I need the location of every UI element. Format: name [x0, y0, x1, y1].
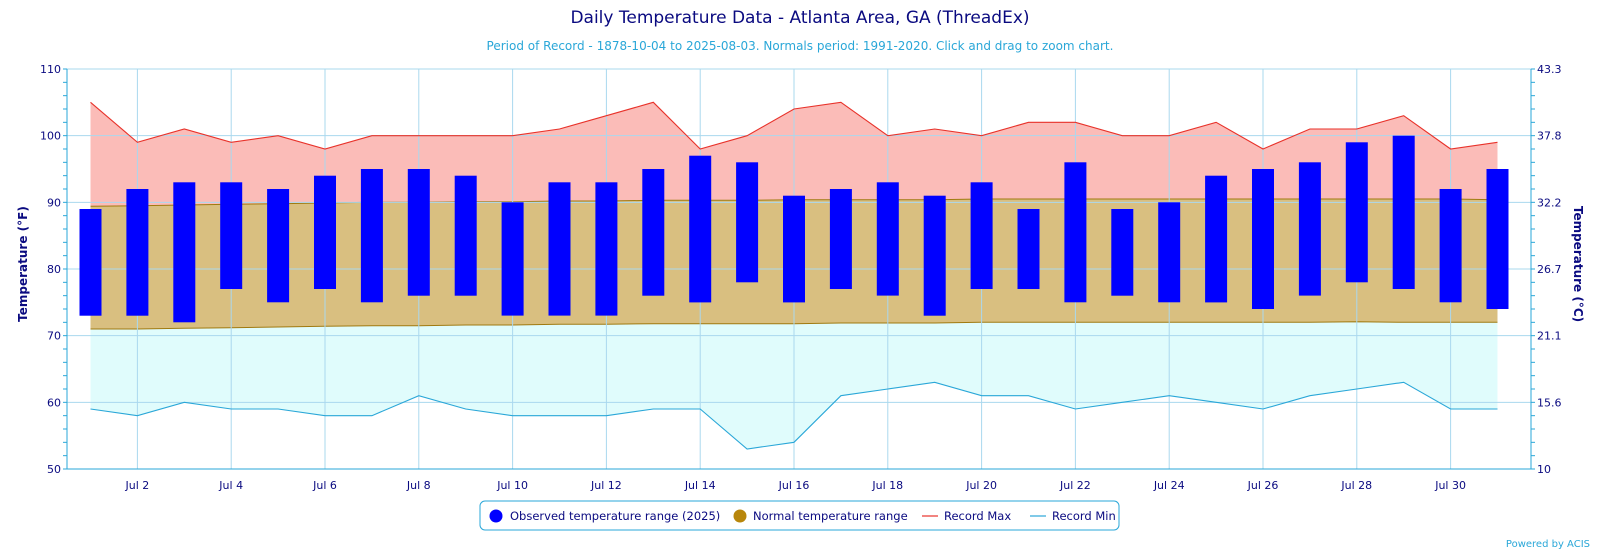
- observed-bar-jul-31[interactable]: [1486, 169, 1509, 309]
- observed-bar-jul-22[interactable]: [1064, 162, 1087, 303]
- observed-bar-jul-24[interactable]: [1158, 202, 1181, 303]
- y-tick-label: 80: [47, 263, 61, 276]
- x-tick-label: Jul 24: [1153, 479, 1185, 492]
- observed-bar-jul-6[interactable]: [314, 175, 336, 289]
- observed-bar-jul-21[interactable]: [1017, 209, 1040, 289]
- legend-label-record-max: Record Max: [944, 509, 1011, 523]
- observed-bar-jul-20[interactable]: [970, 182, 993, 289]
- y2-tick-label: 21.1: [1537, 330, 1562, 343]
- x-tick-label: Jul 10: [496, 479, 528, 492]
- chart-subtitle: Period of Record - 1878-10-04 to 2025-08…: [487, 39, 1114, 53]
- legend-marker-normal: [733, 509, 747, 523]
- x-tick-label: Jul 2: [125, 479, 150, 492]
- x-tick-label: Jul 22: [1059, 479, 1091, 492]
- y2-tick-label: 10: [1537, 463, 1551, 476]
- x-tick-label: Jul 26: [1247, 479, 1279, 492]
- y-tick-label: 90: [47, 196, 61, 209]
- observed-bar-jul-13[interactable]: [642, 169, 665, 296]
- observed-bar-jul-30[interactable]: [1439, 189, 1462, 303]
- x-tick-label: Jul 12: [590, 479, 622, 492]
- observed-bar-jul-25[interactable]: [1205, 175, 1228, 303]
- record-min-line[interactable]: [90, 381, 1498, 450]
- observed-bar-jul-23[interactable]: [1111, 209, 1134, 296]
- y2-tick-label: 43.3: [1537, 63, 1562, 76]
- record-lines: [90, 101, 1498, 450]
- x-tick-label: Jul 28: [1340, 479, 1372, 492]
- y-axis-title-left: Temperature (°F): [16, 206, 30, 322]
- observed-bar-jul-5[interactable]: [267, 189, 290, 303]
- legend-item-record-min[interactable]: Record Min: [1030, 509, 1116, 523]
- observed-bar-jul-14[interactable]: [689, 155, 712, 303]
- x-tick-label: Jul 20: [965, 479, 997, 492]
- y-axis-left-ticks: 50 60 70 80 90 100 110: [40, 63, 61, 476]
- y-tick-label: 60: [47, 396, 61, 409]
- observed-bar-jul-27[interactable]: [1298, 162, 1321, 296]
- observed-bar-jul-11[interactable]: [548, 182, 571, 316]
- legend-item-observed[interactable]: Observed temperature range (2025): [489, 509, 721, 523]
- observed-bar-jul-16[interactable]: [783, 195, 805, 303]
- x-tick-label: Jul 8: [406, 479, 431, 492]
- observed-bar-jul-12[interactable]: [595, 182, 618, 316]
- x-tick-label: Jul 16: [778, 479, 810, 492]
- observed-bar-jul-7[interactable]: [360, 169, 383, 303]
- observed-bar-jul-15[interactable]: [736, 162, 759, 283]
- chart-title: Daily Temperature Data - Atlanta Area, G…: [570, 8, 1029, 28]
- observed-bar-jul-10[interactable]: [501, 202, 524, 316]
- observed-bars[interactable]: [79, 135, 1509, 323]
- observed-bar-jul-9[interactable]: [454, 175, 477, 296]
- horizontal-grid: [67, 68, 1531, 470]
- legend-marker-observed: [489, 509, 503, 523]
- x-tick-label: Jul 18: [871, 479, 903, 492]
- observed-bar-jul-18[interactable]: [876, 182, 899, 296]
- legend-item-record-max[interactable]: Record Max: [922, 509, 1011, 523]
- x-tick-label: Jul 6: [312, 479, 337, 492]
- legend-box: [479, 500, 1120, 531]
- observed-bar-jul-28[interactable]: [1345, 142, 1368, 283]
- y-axis-title-right: Temperature (°C): [1571, 206, 1585, 322]
- legend-label-observed: Observed temperature range (2025): [510, 509, 720, 523]
- x-tick-label: Jul 30: [1434, 479, 1466, 492]
- x-tick-label: Jul 4: [218, 479, 243, 492]
- credit-link[interactable]: Powered by ACIS: [1506, 539, 1590, 550]
- y2-tick-label: 37.8: [1537, 130, 1562, 143]
- legend: Observed temperature range (2025) Normal…: [479, 500, 1120, 531]
- observed-bar-jul-29[interactable]: [1392, 135, 1415, 289]
- x-axis-ticks: Jul 2 Jul 4 Jul 6 Jul 8 Jul 10 Jul 12 Jul 14 Ju…: [125, 479, 1466, 492]
- y2-tick-label: 32.2: [1537, 196, 1562, 209]
- y-tick-label: 110: [40, 63, 61, 76]
- record-max-line[interactable]: [90, 101, 1498, 150]
- observed-bar-jul-1[interactable]: [79, 209, 102, 316]
- observed-bar-jul-19[interactable]: [923, 195, 946, 316]
- observed-bar-jul-8[interactable]: [407, 169, 430, 296]
- observed-bar-jul-2[interactable]: [126, 189, 149, 316]
- legend-label-normal: Normal temperature range: [753, 509, 908, 523]
- legend-label-record-min: Record Min: [1052, 509, 1116, 523]
- y2-tick-label: 26.7: [1537, 263, 1562, 276]
- y-axis-right-ticks: 10 15.6 21.1 26.7 32.2 37.8 43.3: [1537, 63, 1562, 476]
- y-tick-label: 50: [47, 463, 61, 476]
- observed-bar-jul-17[interactable]: [829, 189, 852, 289]
- observed-bar-jul-4[interactable]: [220, 182, 243, 289]
- observed-bar-jul-26[interactable]: [1252, 169, 1274, 309]
- y-tick-label: 70: [47, 330, 61, 343]
- y2-tick-label: 15.6: [1537, 396, 1562, 409]
- x-tick-label: Jul 14: [684, 479, 716, 492]
- observed-bar-jul-3[interactable]: [173, 182, 196, 323]
- legend-item-normal[interactable]: Normal temperature range: [733, 509, 908, 523]
- axes: [63, 68, 1535, 470]
- y-tick-label: 100: [40, 130, 61, 143]
